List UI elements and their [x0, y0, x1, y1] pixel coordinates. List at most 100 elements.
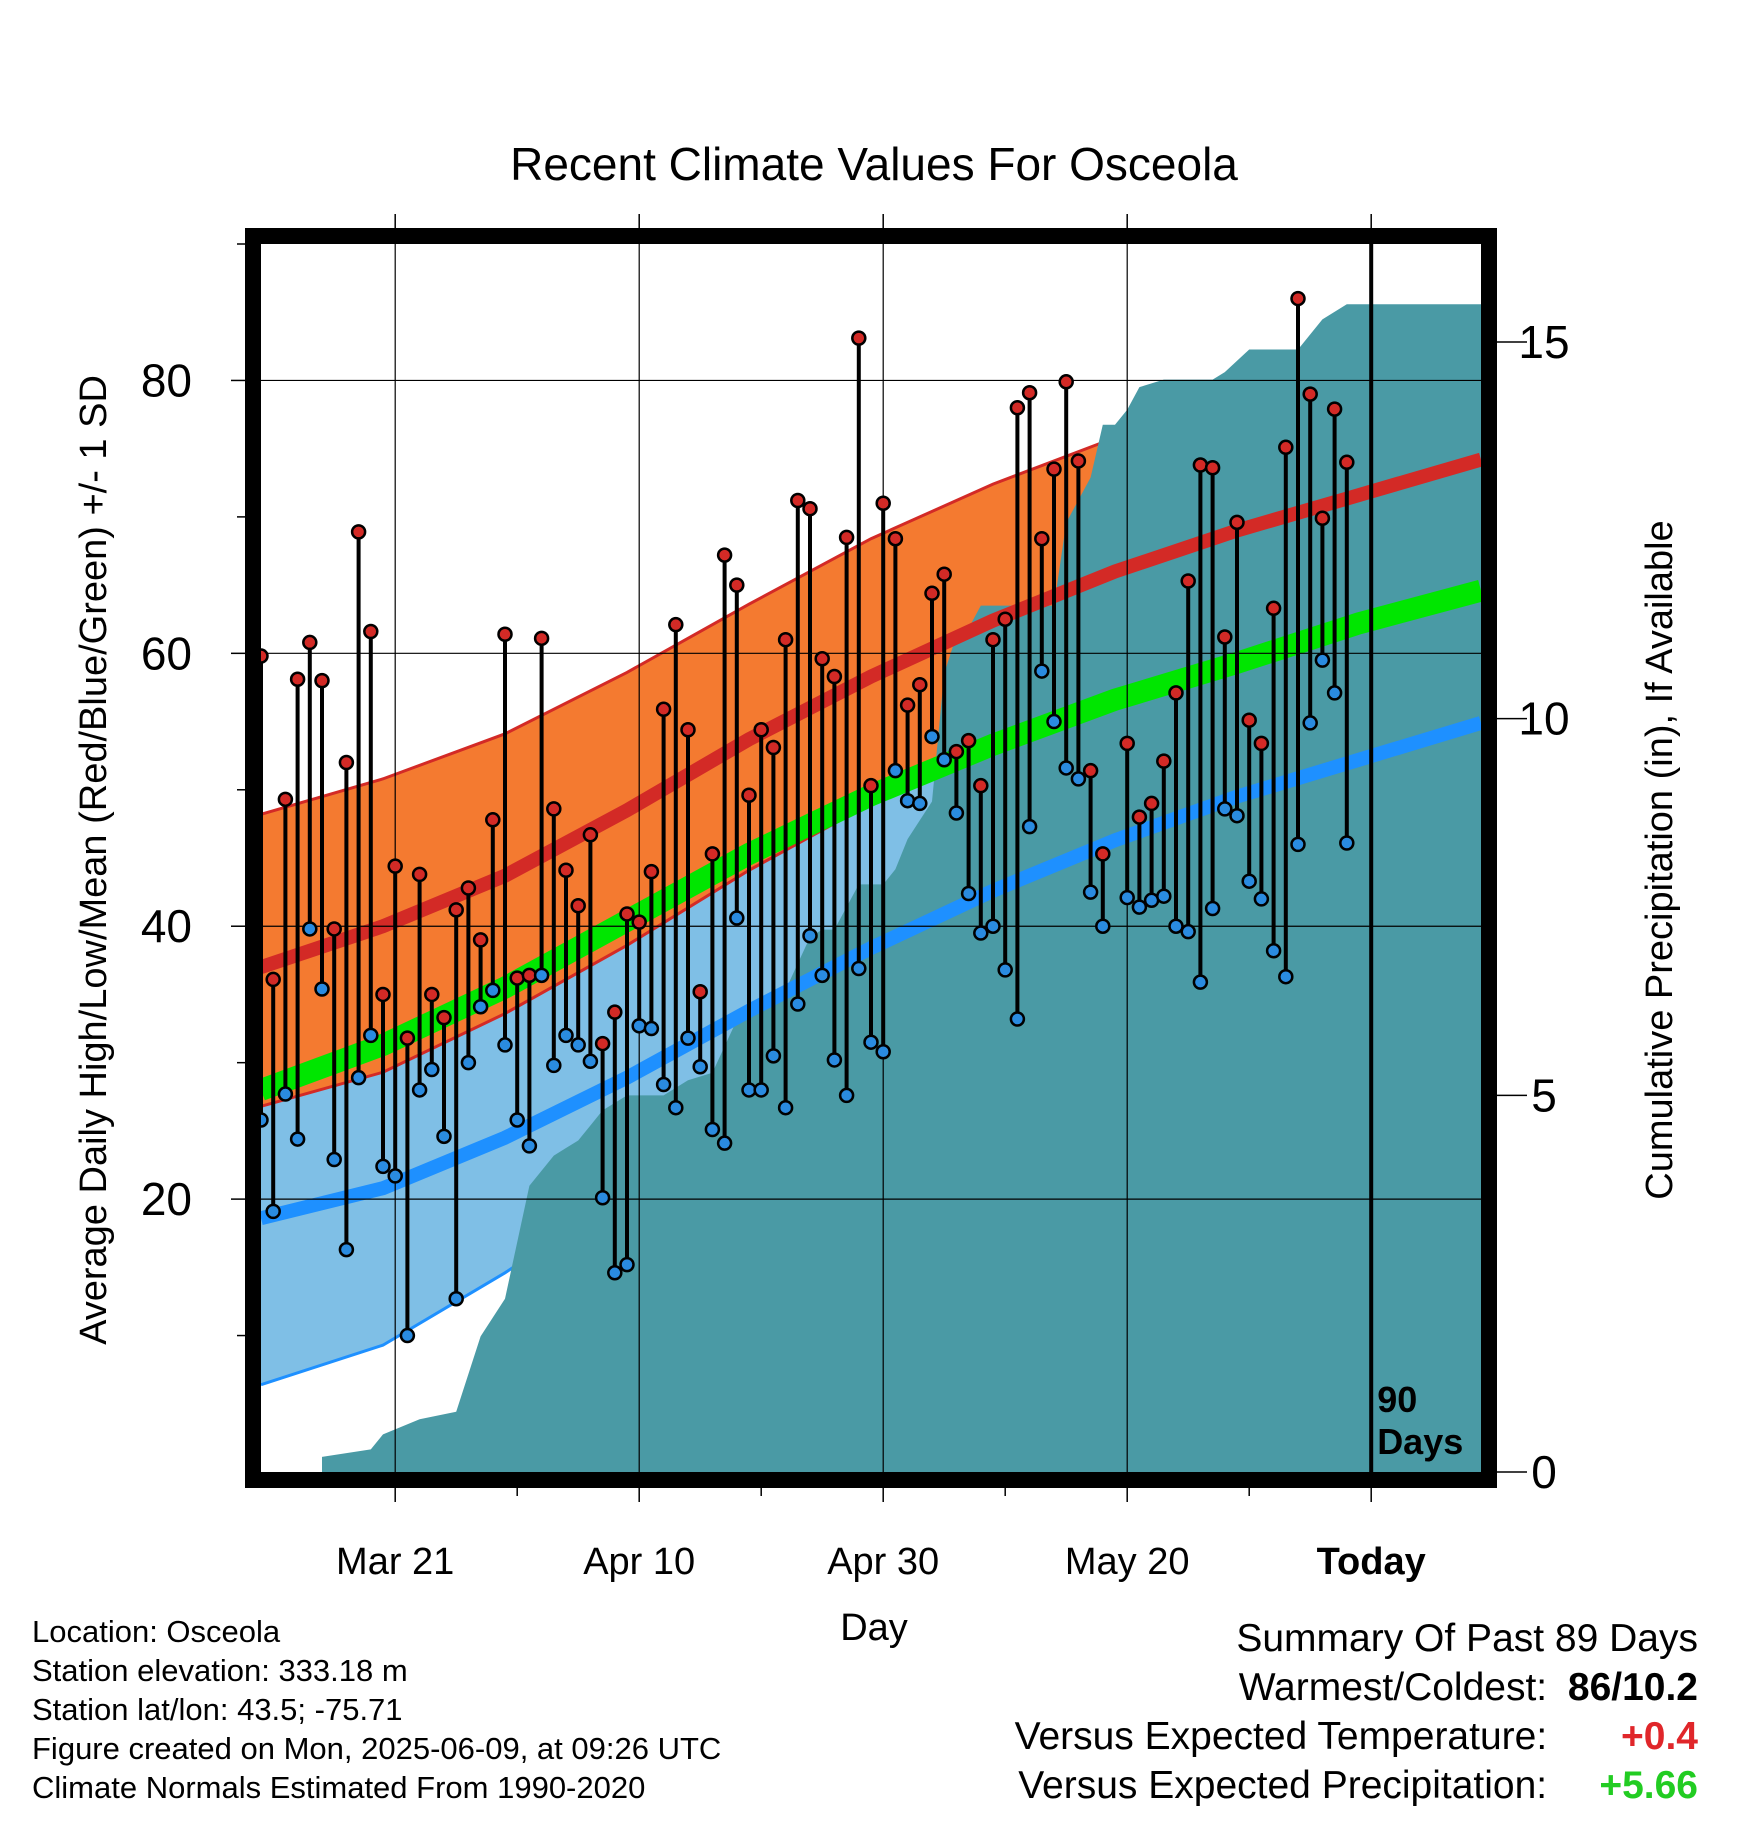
daily-low-point: [814, 967, 830, 984]
daily-low-point: [424, 1061, 440, 1078]
info-normals: Climate Normals Estimated From 1990-2020: [32, 1770, 646, 1805]
summary-panel: Summary Of Past 89 Days Warmest/Coldest:…: [1015, 1614, 1698, 1810]
daily-low-point: [582, 1053, 599, 1070]
daily-low-point: [387, 1168, 403, 1184]
daily-high-point: [1278, 439, 1294, 456]
daily-high-point: [1204, 460, 1221, 476]
daily-high-point: [960, 732, 977, 749]
summary-temp-label: Versus Expected Temperature:: [1014, 1715, 1548, 1758]
daily-high-point: [997, 611, 1013, 627]
daily-high-point: [265, 971, 281, 988]
daily-high-point: [1241, 712, 1257, 728]
daily-high-point: [1229, 514, 1245, 531]
y2-tick-label: 15: [1518, 316, 1569, 368]
y-tick-label: 60: [141, 627, 192, 679]
daily-high-point: [570, 898, 586, 914]
summary-warmest-row: Warmest/Coldest: 86/10.2: [1015, 1663, 1698, 1712]
daily-low-point: [314, 981, 330, 997]
daily-low-point: [350, 1069, 367, 1086]
daily-low-point: [460, 1054, 477, 1071]
daily-high-point: [1021, 384, 1038, 401]
y2-tick-label: 5: [1531, 1069, 1557, 1121]
daily-low-point: [716, 1135, 733, 1151]
daily-high-point: [765, 739, 782, 756]
daily-low-point: [1229, 807, 1245, 824]
daily-low-point: [619, 1256, 635, 1273]
daily-high-point: [692, 983, 708, 1000]
daily-low-point: [802, 928, 818, 944]
daily-high-point: [289, 671, 306, 688]
daily-low-point: [277, 1086, 294, 1102]
daily-high-point: [363, 623, 379, 640]
daily-high-point: [790, 492, 806, 509]
daily-low-point: [655, 1076, 672, 1093]
daily-low-point: [643, 1020, 660, 1037]
daily-low-point: [1253, 891, 1270, 907]
daily-low-point: [1034, 663, 1050, 679]
daily-high-point: [460, 880, 477, 896]
station-info: Location: Osceola Station elevation: 333…: [32, 1612, 721, 1807]
daily-high-point: [802, 500, 818, 517]
daily-low-point: [1156, 888, 1172, 904]
daily-low-point: [1058, 760, 1074, 776]
daily-low-point: [704, 1121, 721, 1138]
daily-high-point: [936, 566, 952, 582]
daily-low-point: [1009, 1011, 1026, 1027]
daily-low-point: [631, 1018, 647, 1034]
info-created: Figure created on Mon, 2025-06-09, at 09…: [32, 1731, 722, 1766]
daily-high-point: [753, 721, 769, 738]
daily-high-point: [1070, 453, 1087, 469]
daily-low-point: [326, 1151, 342, 1168]
daily-high-point: [643, 863, 660, 880]
daily-high-point: [985, 631, 1001, 648]
daily-low-point: [1192, 974, 1209, 990]
daily-low-point: [1265, 943, 1282, 959]
daily-low-point: [436, 1128, 452, 1145]
y-axis-label: Average Daily High/Low/Mean (Red/Blue/Gr…: [73, 375, 115, 1345]
daily-high-point: [826, 668, 843, 685]
daily-low-point: [607, 1265, 623, 1281]
summary-warmest-value: 86/10.2: [1567, 1666, 1698, 1709]
summary-temp-row: Versus Expected Temperature: +0.4: [1015, 1712, 1698, 1761]
daily-low-point: [448, 1290, 464, 1307]
daily-low-point: [338, 1241, 355, 1258]
daily-high-point: [497, 626, 513, 642]
daily-low-point: [875, 1044, 891, 1060]
daily-low-point: [1302, 715, 1318, 731]
daily-high-point: [1217, 629, 1233, 645]
daily-low-point: [960, 885, 977, 902]
daily-high-point: [509, 970, 525, 986]
daily-high-point: [1302, 386, 1318, 402]
daily-high-point: [594, 1035, 611, 1052]
x-tick-label: Mar 21: [336, 1541, 454, 1583]
daily-high-point: [1253, 735, 1270, 752]
daily-high-point: [1156, 753, 1172, 769]
daily-low-point: [1082, 884, 1099, 900]
daily-high-point: [729, 577, 745, 593]
daily-low-point: [1278, 968, 1294, 985]
today-days-number: 90: [1377, 1379, 1417, 1420]
daily-high-point: [350, 524, 367, 540]
daily-high-point: [668, 616, 684, 633]
daily-high-point: [399, 1030, 416, 1046]
daily-low-point: [680, 1030, 696, 1046]
daily-high-point: [1265, 600, 1282, 617]
daily-low-point: [826, 1052, 843, 1068]
daily-low-point: [851, 960, 867, 977]
daily-low-point: [948, 805, 965, 821]
daily-high-point: [1046, 461, 1062, 477]
y-axis-right: 0 5 10 15: [1497, 316, 1570, 1498]
daily-high-point: [741, 787, 757, 803]
daily-high-point: [1082, 762, 1099, 779]
x-tick-label: Apr 30: [827, 1541, 939, 1583]
y2-axis-label: Cumulative Precipitation (in), If Availa…: [1639, 520, 1681, 1199]
daily-high-point: [1143, 795, 1160, 812]
daily-low-point: [668, 1099, 684, 1116]
daily-high-point: [1058, 374, 1074, 390]
chart-title: Recent Climate Values For Osceola: [510, 138, 1238, 190]
summary-temp-value: +0.4: [1621, 1715, 1698, 1758]
daily-high-point: [680, 721, 696, 738]
daily-low-point: [594, 1189, 611, 1206]
